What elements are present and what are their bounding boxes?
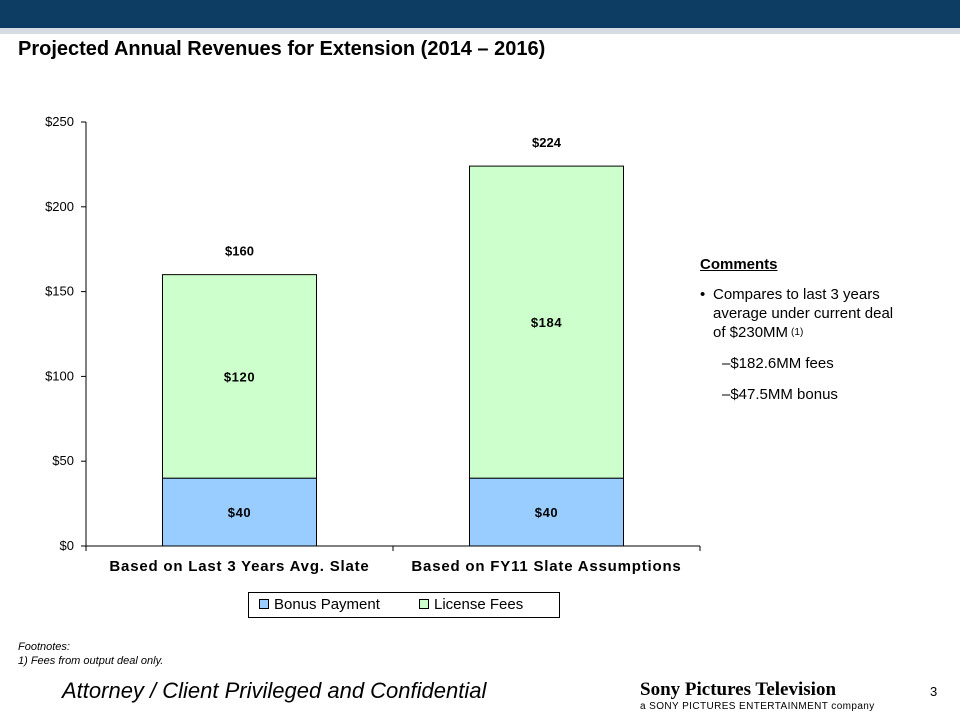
bar-segment [469,477,624,547]
confidentiality-notice: Attorney / Client Privileged and Confide… [62,678,487,703]
header-accent-strip [0,28,960,34]
comments-panel: Comments • Compares to last 3 years aver… [700,255,900,404]
x-category-label: Based on FY11 Slate Assumptions [411,558,681,575]
comment-sub-item-fees: –$182.6MM fees [722,355,834,372]
comments-heading: Comments [700,256,778,273]
slide-title: Projected Annual Revenues for Extension … [18,38,546,60]
sony-pictures-television-logo: Sony Pictures Television a SONY PICTURES… [640,679,890,713]
y-tick-label: $250 [45,114,74,129]
chart-legend: Bonus Payment License Fees [248,592,560,618]
y-tick-label: $50 [52,453,74,468]
bar-segment [162,477,317,547]
comment-bullet: • Compares to last 3 years average under… [700,285,900,342]
legend-swatch-license [419,599,429,609]
stacked-bar-chart: $0 $50 $100 $150 $200 $250 $40 $120 $160 Based on… [45,114,701,575]
y-tick-label: $0 [60,538,74,553]
bar-segment-label: $120 [224,369,255,384]
bullet-dot-icon: • [700,286,706,303]
bar-total-label: $224 [532,135,562,150]
y-tick-label: $100 [45,368,74,383]
comment-sub-item-bonus: –$47.5MM bonus [722,386,838,403]
header-bar [0,0,960,28]
bar-segment-label: $184 [531,315,562,330]
y-tick-label: $150 [45,284,74,299]
brand-tagline: a SONY PICTURES ENTERTAINMENT company [640,701,875,712]
y-tick-label: $200 [45,199,74,214]
footnote-reference: (1) [791,327,804,338]
legend-swatch-bonus [259,599,269,609]
footnote-item: 1) Fees from output deal only. [18,655,164,667]
bar-segment-label: $40 [228,505,252,520]
brand-name: Sony Pictures Television [640,679,837,700]
footnotes-label: Footnotes: [18,641,70,653]
x-category-label: Based on Last 3 Years Avg. Slate [109,558,369,575]
page-number: 3 [930,684,938,699]
bar-total-label: $160 [225,244,254,259]
comment-bullet-text: Compares to last 3 years average under c… [713,286,894,341]
bar-segment-label: $40 [535,505,559,520]
bar-segment [469,165,624,479]
legend-label-license: License Fees [434,596,524,613]
bar-segment [162,274,317,479]
legend-label-bonus: Bonus Payment [274,596,380,613]
